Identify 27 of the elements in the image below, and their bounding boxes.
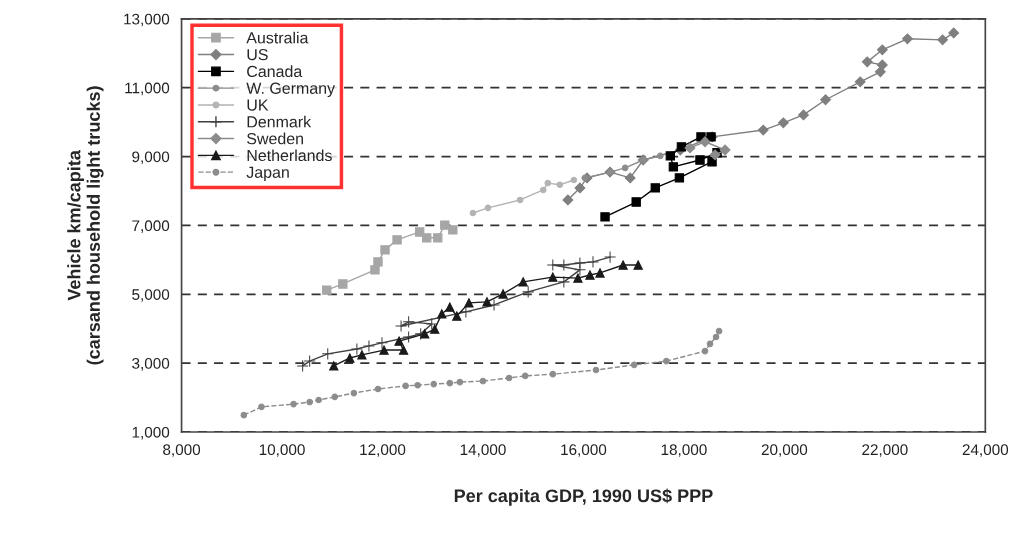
x-tick-label: 12,000 (360, 444, 406, 457)
x-tick-label: 22,000 (862, 444, 908, 457)
y-tick-label: 3,000 (132, 358, 170, 371)
legend-label: Netherlands (247, 149, 332, 162)
x-axis-title: Per capita GDP, 1990 US$ PPP (454, 488, 713, 506)
x-tick-label: 20,000 (761, 444, 808, 457)
y-tick-label: 5,000 (132, 289, 170, 302)
y-axis-title: Vehicle km/capita (carsand household light trucks) (67, 86, 104, 365)
legend-label: Denmark (247, 115, 312, 128)
y-tick-label: 11,000 (125, 82, 170, 96)
x-tick-label: 24,000 (962, 444, 1009, 457)
y-tick-label: 9,000 (132, 151, 170, 165)
y-tick-label: 7,000 (132, 220, 170, 233)
legend-label: UK (247, 99, 269, 111)
legend-label: US (247, 48, 268, 61)
y-tick-label: 13,000 (124, 13, 170, 27)
legend-label: W. Germany (246, 82, 336, 98)
legend-label: Canada (247, 65, 303, 78)
legend-label: Sweden (247, 132, 303, 145)
x-tick-label: 16,000 (561, 444, 607, 457)
y-tick-label: 1,000 (132, 426, 170, 440)
legend-label: Australia (246, 31, 309, 44)
x-tick-label: 18,000 (661, 444, 707, 457)
legend-label: Japan (246, 166, 289, 182)
x-tick-label: 10,000 (259, 444, 305, 457)
x-tick-label: 8,000 (163, 444, 201, 457)
x-tick-label: 14,000 (460, 444, 506, 457)
